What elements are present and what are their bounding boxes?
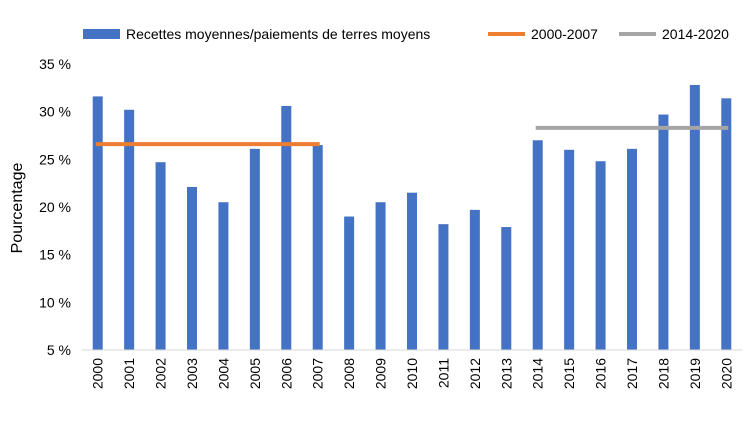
- x-axis-ticks: 2000 2001 2002 2003 2004 2005 2006 2007 2008 2009…: [90, 358, 735, 389]
- bar: [564, 149, 575, 350]
- bar: [438, 224, 449, 350]
- bar: [595, 161, 606, 350]
- y-axis-label: Pourcentage: [9, 163, 26, 254]
- bar: [249, 148, 260, 350]
- y-tick-label: 5 %: [47, 342, 71, 358]
- legend: Recettes moyennes/paiements de terres mo…: [83, 26, 729, 42]
- x-tick-label: 2000: [90, 358, 106, 389]
- bar: [344, 216, 355, 350]
- y-tick-label: 15 %: [39, 247, 71, 263]
- bar: [187, 186, 197, 350]
- x-tick-label: 2010: [404, 358, 420, 389]
- x-tick-label: 2020: [718, 358, 734, 389]
- x-tick-label: 2002: [153, 358, 169, 389]
- bar: [501, 227, 512, 350]
- x-tick-label: 2018: [655, 358, 671, 389]
- y-tick-label: 20 %: [39, 199, 71, 215]
- y-tick-label: 30 %: [39, 104, 71, 120]
- legend-label: 2014-2020: [662, 26, 729, 42]
- x-tick-label: 2004: [215, 358, 231, 389]
- x-tick-label: 2017: [624, 358, 640, 389]
- bar: [124, 109, 135, 350]
- bar: [469, 209, 480, 350]
- y-tick-label: 10 %: [39, 294, 71, 310]
- x-tick-label: 2016: [593, 358, 609, 389]
- x-tick-label: 2007: [310, 358, 326, 389]
- bars: [92, 84, 732, 351]
- y-tick-label: 25 %: [39, 151, 71, 167]
- legend-label: 2000-2007: [531, 26, 598, 42]
- bar: [532, 140, 543, 350]
- x-tick-label: 2006: [278, 358, 294, 389]
- bar: [721, 98, 732, 350]
- x-tick-label: 2009: [373, 358, 389, 389]
- legend-swatch: [83, 29, 120, 39]
- x-tick-label: 2011: [435, 358, 451, 388]
- bar: [155, 162, 166, 350]
- x-tick-label: 2005: [247, 358, 263, 389]
- x-tick-label: 2012: [467, 358, 483, 389]
- bar: [218, 202, 229, 350]
- x-tick-label: 2015: [561, 358, 577, 389]
- bar: [92, 96, 103, 350]
- x-tick-label: 2019: [687, 358, 703, 389]
- bar: [627, 148, 637, 350]
- x-tick-label: 2014: [530, 358, 546, 389]
- y-tick-label: 35 %: [39, 56, 71, 72]
- bar: [281, 105, 292, 351]
- bar: [407, 192, 417, 350]
- x-tick-label: 2003: [184, 358, 200, 389]
- reference-lines: [95, 125, 729, 147]
- bar: [689, 84, 700, 351]
- bar: [658, 114, 669, 350]
- bar: [312, 145, 323, 350]
- legend-label: Recettes moyennes/paiements de terres mo…: [126, 26, 430, 42]
- x-tick-label: 2001: [121, 358, 137, 389]
- y-axis-ticks: 5 % 10 % 15 % 20 % 25 % 30 % 35 %: [39, 56, 71, 358]
- bar: [375, 202, 386, 350]
- x-tick-label: 2008: [341, 358, 357, 389]
- x-tick-label: 2013: [498, 358, 514, 389]
